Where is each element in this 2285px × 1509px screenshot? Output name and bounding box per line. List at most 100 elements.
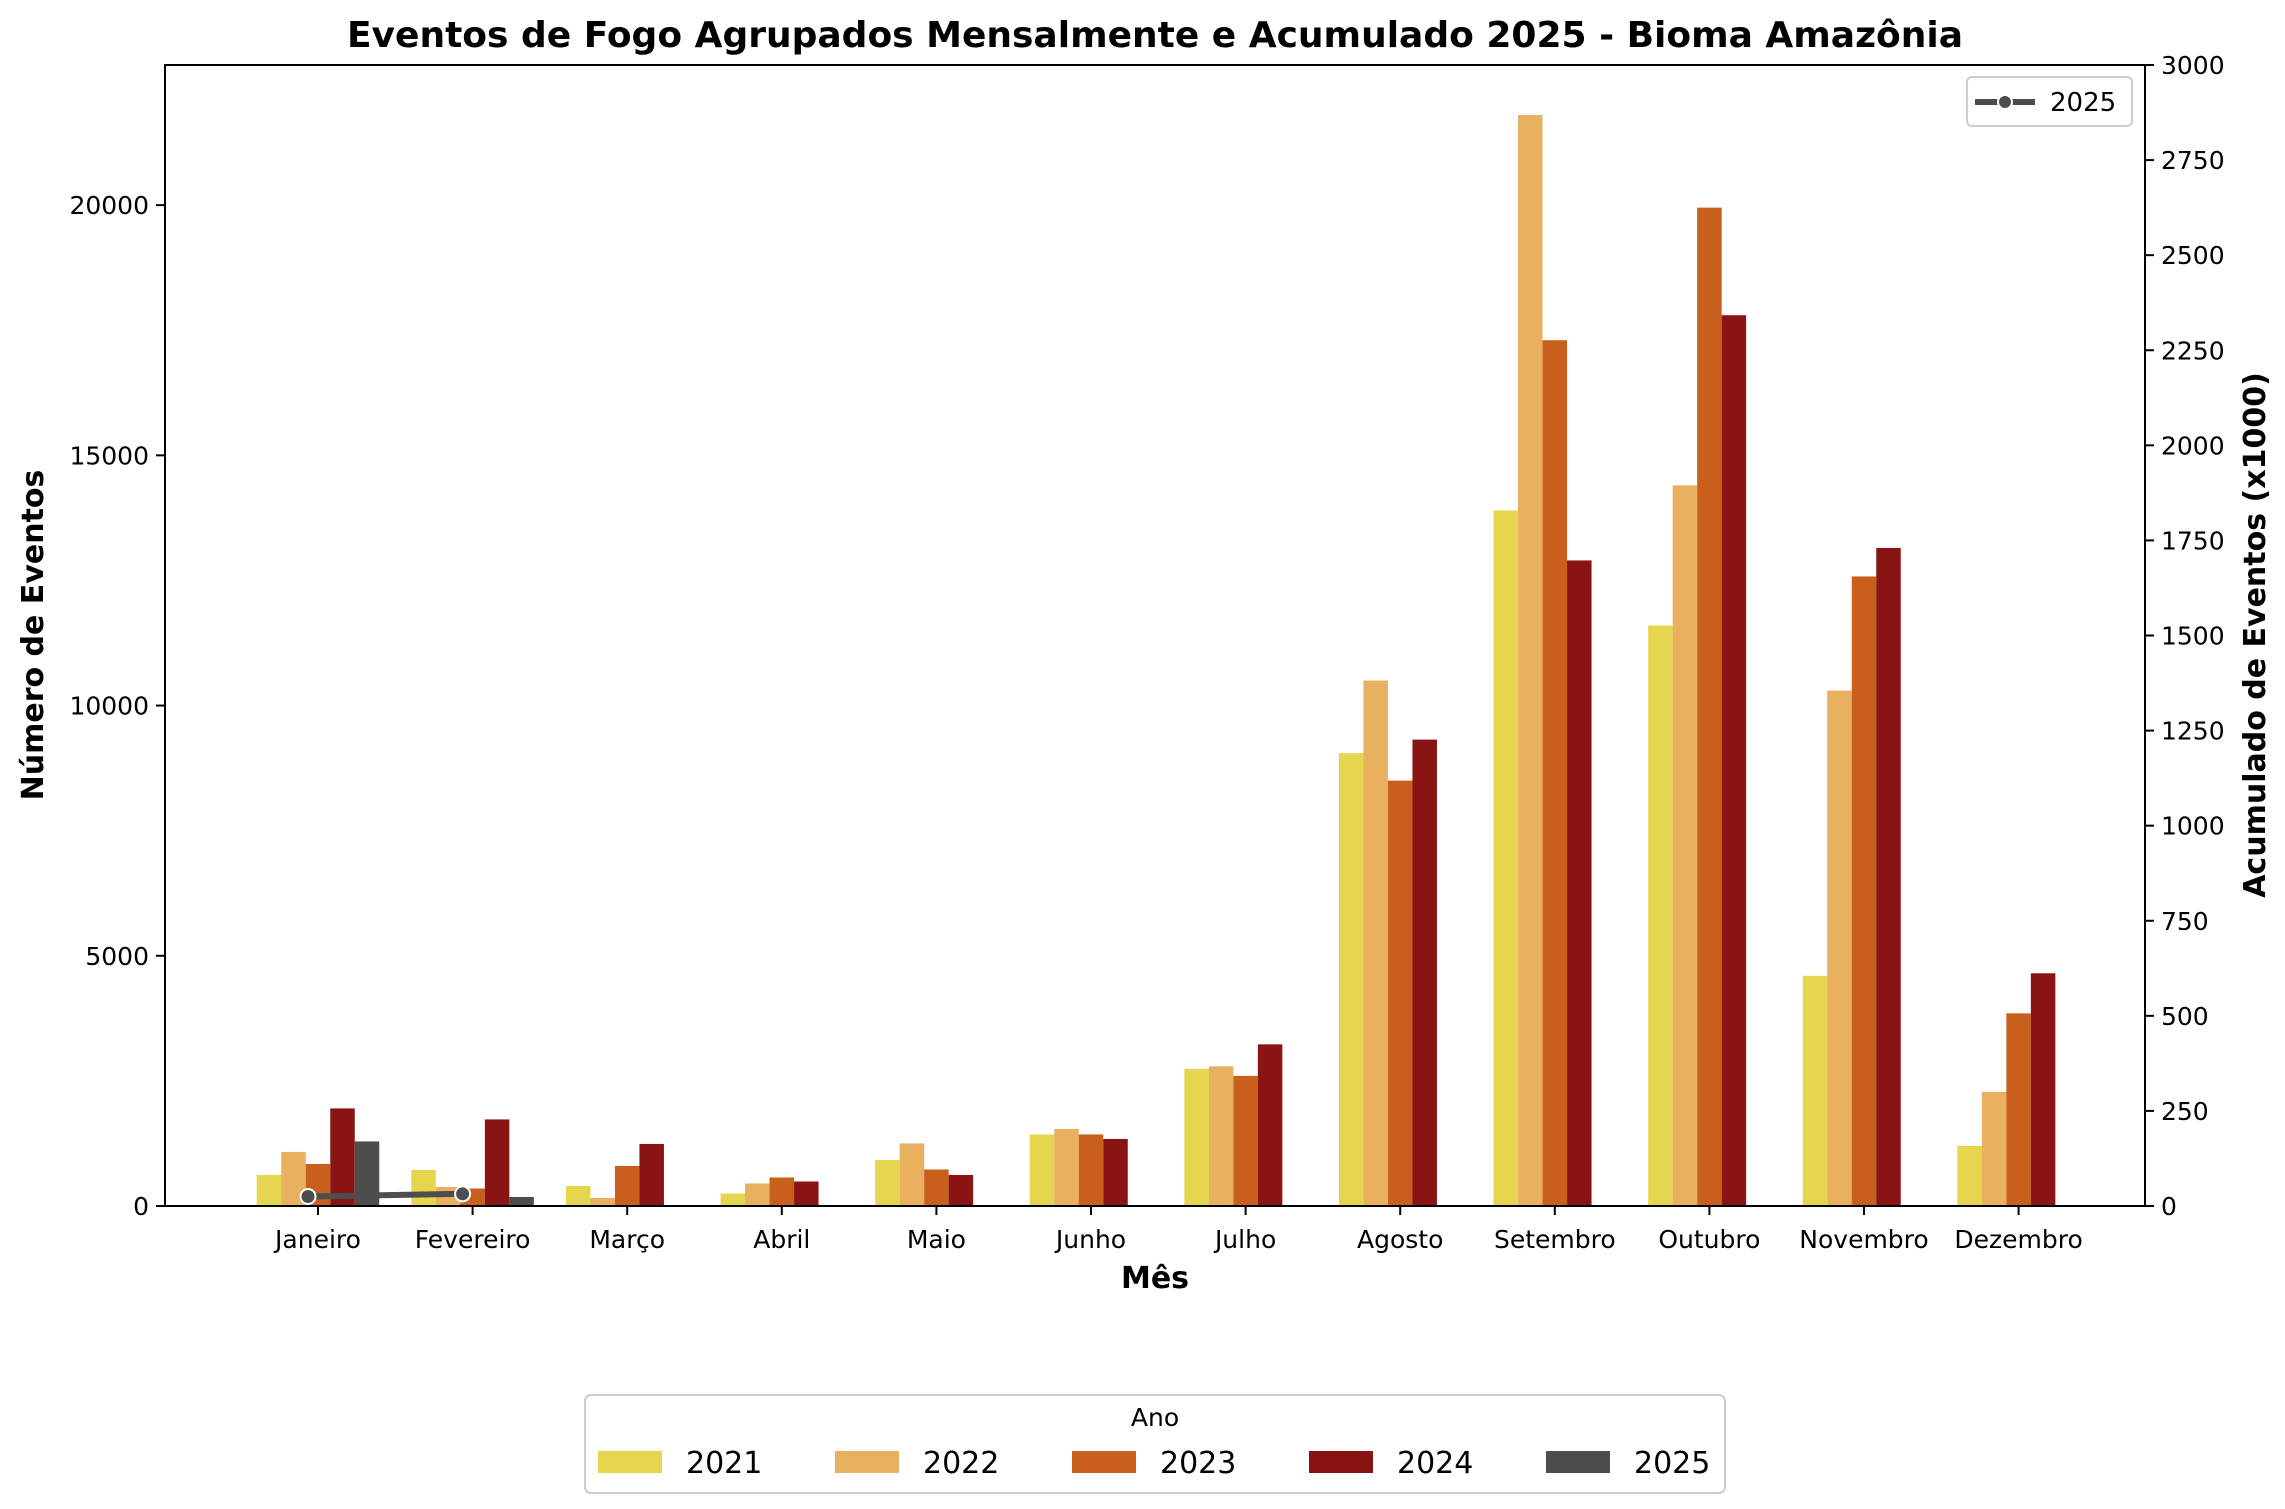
cumulative-point-Janeiro (299, 1187, 317, 1205)
legend-label-2024: 2024 (1397, 1446, 1473, 1481)
bar-2024-Julho (1257, 1044, 1283, 1206)
bar-2024-Fevereiro (484, 1119, 510, 1206)
y2-tick-label: 500 (2161, 1002, 2209, 1031)
x-tick-label: Fevereiro (415, 1225, 531, 1254)
x-axis: Janeiro Fevereiro Março Abril Maio Junho Julho… (273, 1206, 2083, 1254)
y-axis-label: Número de Eventos (16, 470, 51, 801)
line-legend: 2025 (1966, 76, 2133, 127)
bar-2024-Setembro (1567, 560, 1592, 1206)
x-tick-label: Agosto (1357, 1225, 1443, 1254)
bar-2022-Março (590, 1197, 615, 1206)
x-tick-label: Novembro (1799, 1225, 1928, 1254)
bar-2021-Julho (1184, 1068, 1209, 1206)
bar-2024-Novembro (1876, 547, 1901, 1206)
legend-title: Ano (1131, 1403, 1179, 1432)
bar-2023-Maio (924, 1169, 949, 1206)
bar-2021-Junho (1029, 1134, 1055, 1206)
y-axis-left: 0 5000 10000 15000 20000 (69, 191, 165, 1221)
bar-2023-Novembro (1851, 576, 1877, 1206)
y-tick-label: 0 (133, 1192, 149, 1221)
bar-2024-Junho (1103, 1138, 1128, 1206)
x-tick-label: Julho (1213, 1225, 1276, 1254)
y2-tick-label: 1000 (2161, 812, 2225, 841)
legend-label-2023: 2023 (1160, 1446, 1236, 1481)
y2-tick-label: 1500 (2161, 622, 2225, 651)
cumulative-line-2025 (307, 1190, 463, 1200)
y2-tick-label: 0 (2161, 1192, 2177, 1221)
bar-2023-Março (614, 1165, 640, 1206)
bar-2025-Fevereiro (509, 1196, 534, 1206)
legend-swatch-2025 (1546, 1451, 1610, 1473)
bar-2024-Agosto (1412, 739, 1437, 1206)
bar-2022-Setembro (1518, 115, 1543, 1206)
chart-title: Eventos de Fogo Agrupados Mensalmente e … (347, 15, 1963, 56)
bar-2021-Abril (720, 1193, 746, 1206)
bar-2023-Setembro (1542, 340, 1568, 1206)
bar-2021-Dezembro (1957, 1145, 1982, 1206)
legend-label-2021: 2021 (686, 1446, 762, 1481)
bar-2021-Fevereiro (411, 1169, 436, 1206)
bar-2024-Dezembro (2030, 973, 2056, 1206)
legend-label-2025: 2025 (1634, 1446, 1710, 1481)
legend-swatch-2021 (598, 1451, 662, 1473)
y2-tick-label: 2500 (2161, 241, 2225, 270)
legend-label-2022: 2022 (923, 1446, 999, 1481)
bar-2021-Setembro (1493, 510, 1519, 1206)
bar-2023-Julho (1233, 1075, 1258, 1206)
y2-tick-label: 1750 (2161, 526, 2225, 555)
bar-2022-Agosto (1363, 680, 1388, 1206)
bar-2022-Dezembro (1981, 1091, 2007, 1206)
line-legend-label: 2025 (2050, 88, 2116, 118)
bottom-legend: Ano 2021 2022 2023 2024 2025 (584, 1394, 1726, 1494)
bar-2022-Junho (1054, 1128, 1079, 1206)
legend-swatch-2022 (835, 1451, 899, 1473)
bar-2021-Novembro (1802, 975, 1828, 1206)
y-tick-label: 15000 (69, 441, 149, 470)
x-tick-label: Setembro (1494, 1225, 1616, 1254)
bar-2021-Maio (875, 1159, 900, 1206)
bar-2024-Maio (948, 1174, 974, 1206)
line-legend-frame (1966, 76, 2133, 127)
bar-2021-Outubro (1648, 625, 1673, 1206)
y-axis-right: 0 250 500 750 1000 1250 1500 1750 2000 2250 2500 27… (2145, 51, 2225, 1221)
x-tick-label: Janeiro (273, 1225, 361, 1254)
bar-2021-Março (565, 1185, 591, 1206)
legend-items: 2021 2022 2023 2024 2025 (598, 1446, 1710, 1481)
x-tick-label: Dezembro (1954, 1225, 2082, 1254)
y2-tick-label: 2000 (2161, 431, 2225, 460)
y2-tick-label: 2750 (2161, 146, 2225, 175)
y-tick-label: 10000 (69, 692, 149, 721)
bar-2022-Novembro (1827, 690, 1852, 1206)
cumulative-point-Fevereiro (454, 1185, 472, 1203)
y2-tick-label: 1250 (2161, 717, 2225, 746)
y2-tick-label: 2250 (2161, 336, 2225, 365)
y2-tick-label: 750 (2161, 907, 2209, 936)
bar-2023-Junho (1078, 1134, 1104, 1206)
bar-2021-Janeiro (256, 1174, 282, 1206)
x-tick-label: Outubro (1658, 1225, 1760, 1254)
bar-2021-Agosto (1338, 753, 1364, 1206)
line-legend-marker (1997, 94, 2013, 110)
x-tick-label: Maio (907, 1225, 966, 1254)
x-tick-label: Junho (1054, 1225, 1126, 1254)
x-tick-label: Março (589, 1225, 665, 1254)
bar-2024-Janeiro (330, 1108, 355, 1206)
x-axis-label: Mês (1121, 1261, 1189, 1296)
line-layer (299, 1185, 472, 1205)
y2-tick-label: 250 (2161, 1097, 2209, 1126)
bar-2024-Outubro (1721, 315, 1747, 1207)
y-tick-label: 20000 (69, 191, 149, 220)
bar-2023-Abril (769, 1177, 795, 1206)
y2-tick-label: 3000 (2161, 51, 2225, 80)
bar-2024-Março (639, 1143, 664, 1206)
bar-2024-Abril (794, 1181, 819, 1206)
bar-2022-Abril (745, 1183, 770, 1206)
legend-swatch-2023 (1072, 1451, 1136, 1473)
bar-2023-Dezembro (2006, 1013, 2031, 1206)
x-tick-label: Abril (753, 1225, 810, 1254)
bar-2022-Julho (1208, 1066, 1234, 1206)
bar-2022-Maio (899, 1143, 925, 1206)
legend-swatch-2024 (1309, 1451, 1373, 1473)
y2-axis-label: Acumulado de Eventos (x1000) (2238, 372, 2273, 898)
